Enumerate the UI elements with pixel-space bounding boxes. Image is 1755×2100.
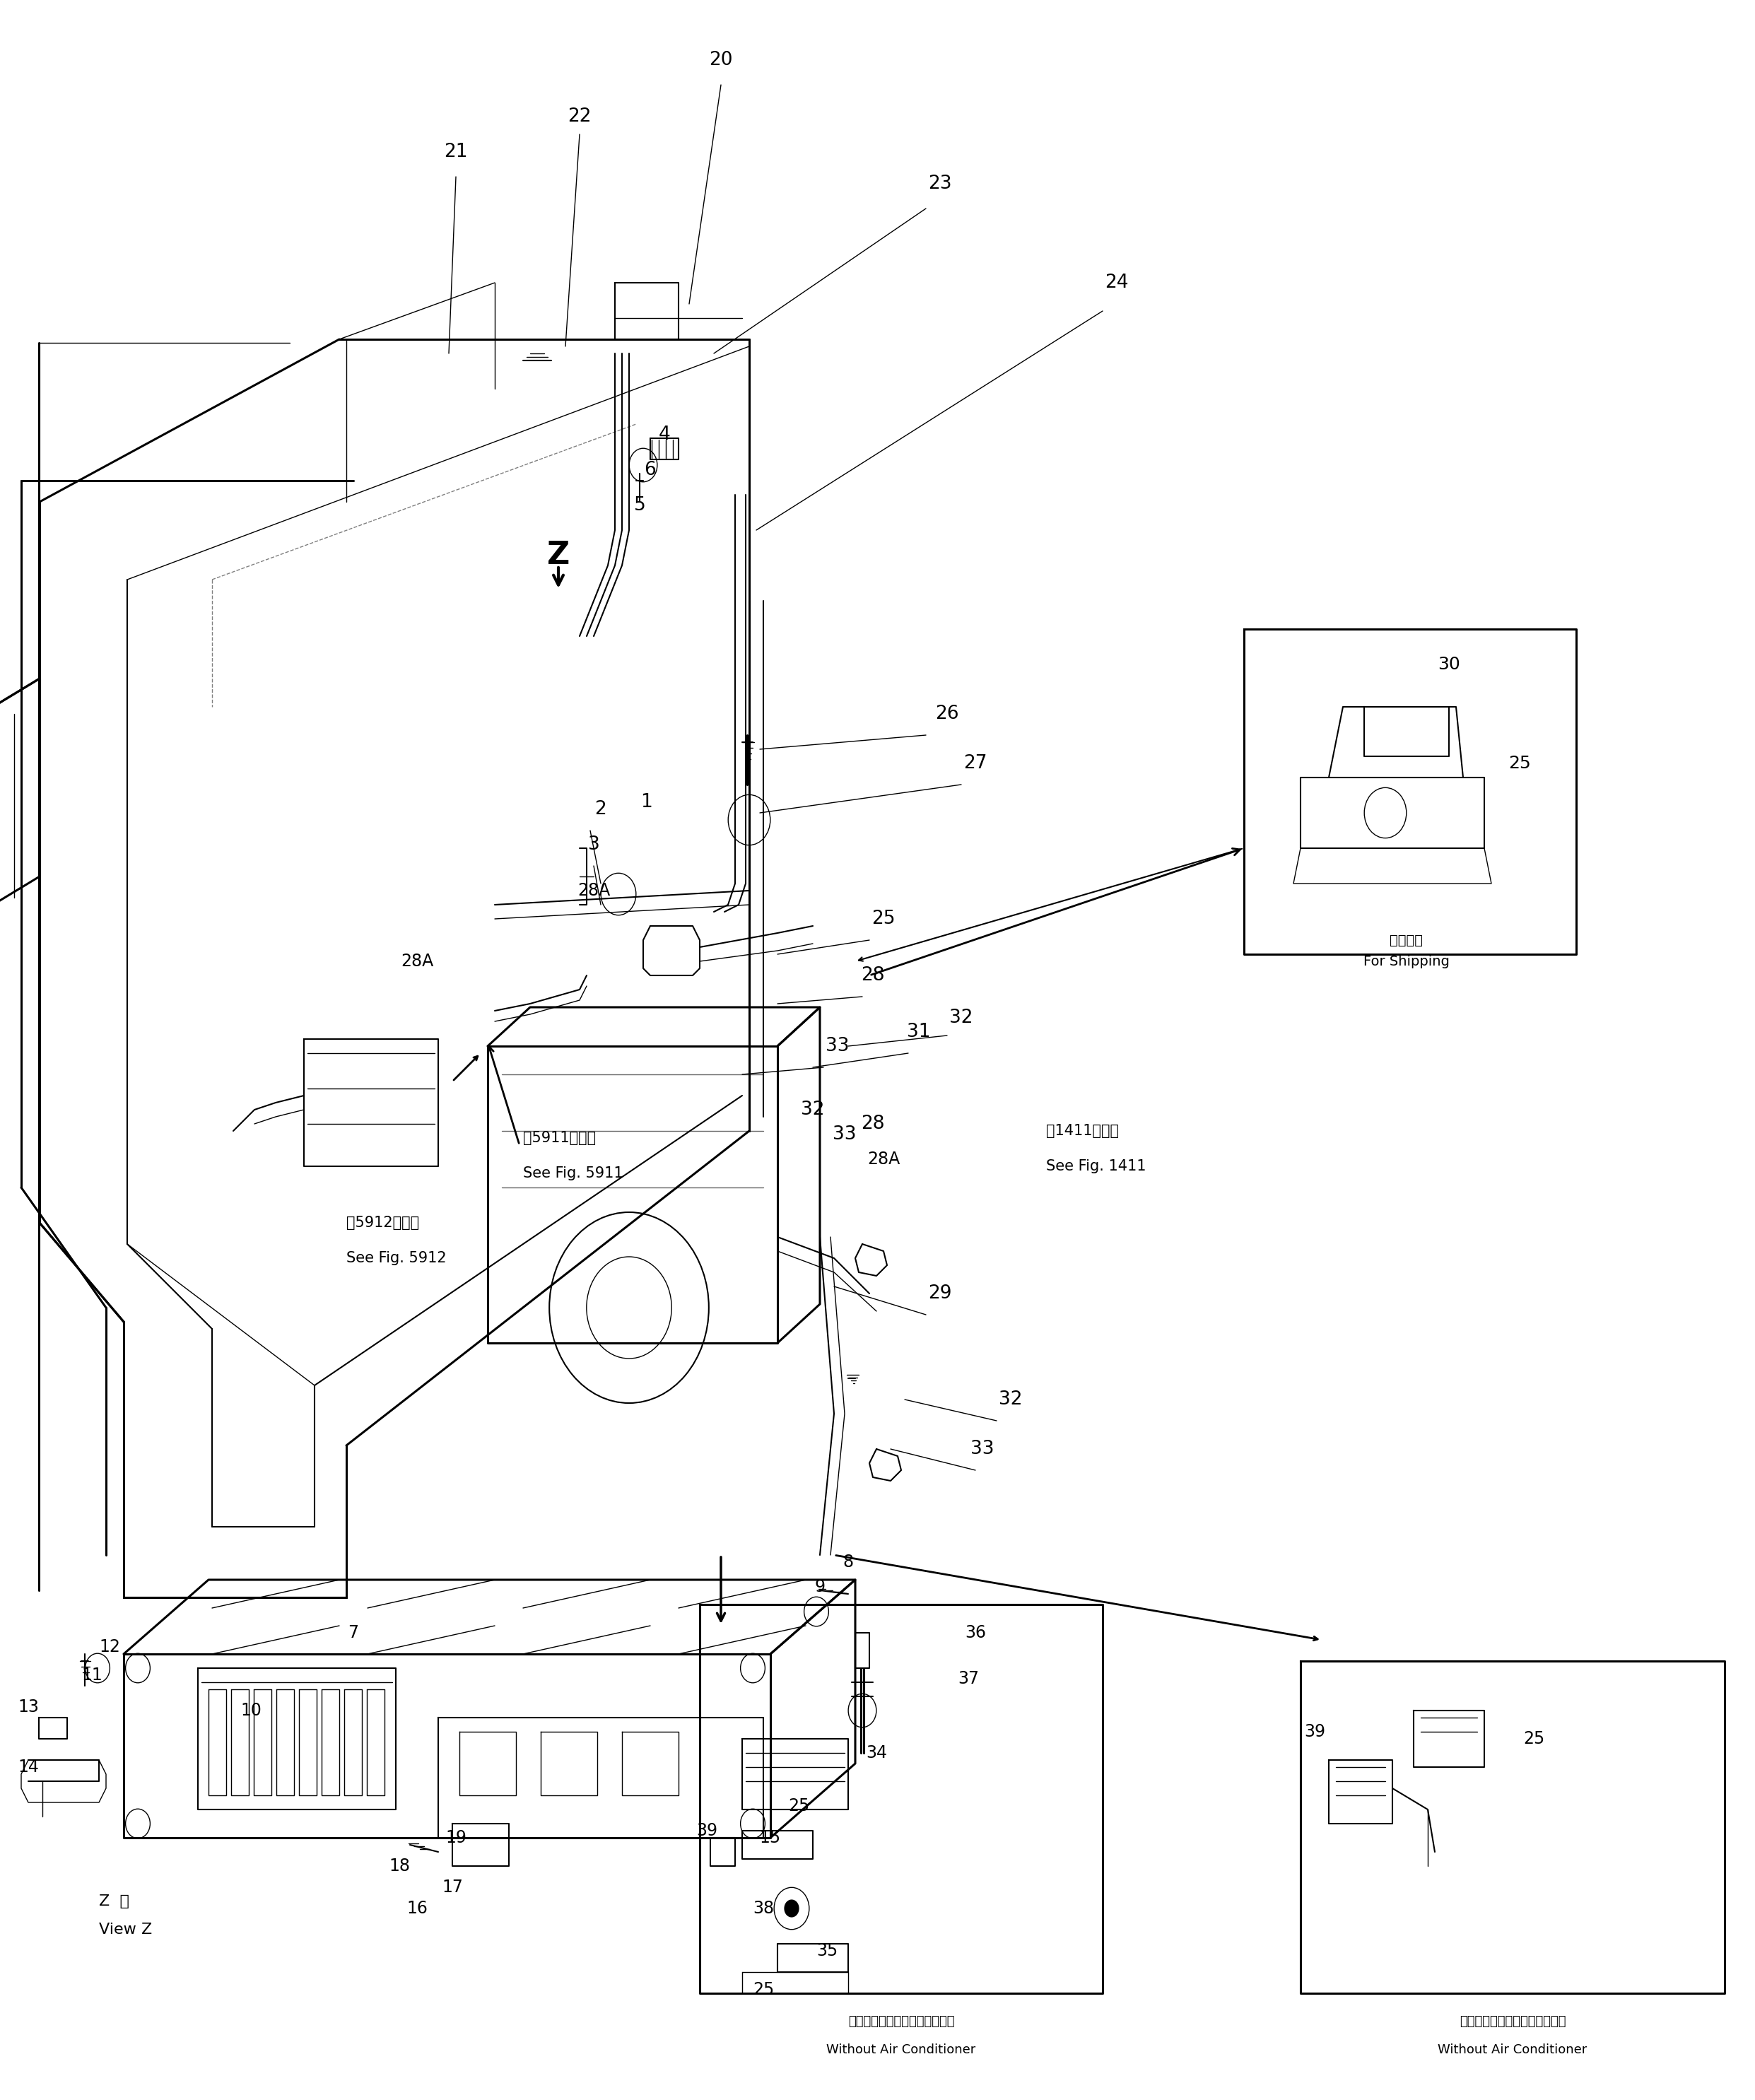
Text: 15: 15 — [760, 1829, 781, 1846]
Text: Z  視: Z 視 — [98, 1894, 130, 1909]
Text: 28: 28 — [862, 966, 885, 985]
Text: Without Air Conditioner: Without Air Conditioner — [1437, 2043, 1587, 2056]
Text: 12: 12 — [98, 1638, 119, 1655]
Text: 23: 23 — [928, 174, 951, 193]
Text: See Fig. 5912: See Fig. 5912 — [346, 1252, 446, 1264]
Text: 26: 26 — [935, 706, 958, 722]
Text: 2: 2 — [595, 800, 607, 819]
Text: 8: 8 — [842, 1554, 853, 1571]
Text: 6: 6 — [644, 460, 656, 479]
Text: 25: 25 — [753, 1980, 774, 1999]
Text: 38: 38 — [753, 1901, 774, 1917]
Text: Without Air Conditioner: Without Air Conditioner — [827, 2043, 976, 2056]
Text: 28A: 28A — [400, 953, 433, 970]
Text: 35: 35 — [816, 1943, 837, 1959]
Text: 第1411図参照: 第1411図参照 — [1046, 1124, 1120, 1138]
Text: 33: 33 — [825, 1037, 849, 1056]
Text: 14: 14 — [18, 1758, 39, 1777]
Text: 36: 36 — [965, 1623, 986, 1642]
Text: 10: 10 — [240, 1703, 261, 1720]
Text: 28A: 28A — [867, 1151, 900, 1168]
Text: See Fig. 5911: See Fig. 5911 — [523, 1166, 623, 1180]
Text: For Shipping: For Shipping — [1364, 956, 1450, 968]
Text: 13: 13 — [18, 1699, 39, 1716]
Text: 34: 34 — [865, 1745, 886, 1762]
Text: 7: 7 — [347, 1623, 358, 1642]
Text: See Fig. 1411: See Fig. 1411 — [1046, 1159, 1146, 1174]
Text: 25: 25 — [788, 1798, 809, 1814]
Text: 33: 33 — [834, 1126, 856, 1145]
Text: 24: 24 — [1106, 273, 1128, 292]
Text: 32: 32 — [999, 1390, 1023, 1409]
Text: 第5911図参照: 第5911図参照 — [523, 1132, 597, 1145]
Text: 39: 39 — [1304, 1724, 1325, 1741]
Text: 25: 25 — [1523, 1730, 1544, 1747]
Text: 37: 37 — [958, 1670, 979, 1686]
Text: 29: 29 — [928, 1285, 951, 1302]
Text: エアーコンディショナ未装備時: エアーコンディショナ未装備時 — [1460, 2016, 1565, 2029]
Text: 28A: 28A — [577, 882, 611, 899]
Text: 39: 39 — [697, 1823, 718, 1840]
Text: 第5912図参照: 第5912図参照 — [346, 1216, 419, 1231]
Text: 4: 4 — [658, 426, 670, 443]
Text: 5: 5 — [634, 496, 646, 514]
Text: 9: 9 — [814, 1579, 825, 1596]
Text: 19: 19 — [446, 1829, 467, 1846]
Text: 18: 18 — [390, 1858, 411, 1875]
Text: エアーコンディショナ未装備時: エアーコンディショナ未装備時 — [848, 2016, 955, 2029]
Text: 11: 11 — [81, 1667, 102, 1684]
Text: 1: 1 — [641, 794, 653, 811]
Text: 3: 3 — [588, 836, 600, 855]
Text: 22: 22 — [567, 107, 591, 126]
Circle shape — [784, 1901, 799, 1917]
Text: 32: 32 — [949, 1008, 972, 1027]
Text: View Z: View Z — [98, 1924, 153, 1936]
Text: 21: 21 — [444, 143, 469, 162]
Text: 20: 20 — [709, 50, 734, 69]
Text: Z: Z — [548, 540, 570, 569]
Text: 30: 30 — [1437, 655, 1460, 672]
Text: 33: 33 — [971, 1441, 995, 1457]
Text: 32: 32 — [800, 1100, 825, 1119]
Text: 27: 27 — [963, 754, 988, 773]
Text: 28: 28 — [862, 1115, 885, 1134]
Text: 25: 25 — [872, 909, 895, 928]
Text: 17: 17 — [442, 1880, 463, 1896]
Text: 連搬部品: 連搬部品 — [1390, 932, 1423, 947]
Text: 16: 16 — [407, 1901, 428, 1917]
Text: 25: 25 — [1508, 754, 1530, 773]
Text: 31: 31 — [907, 1023, 930, 1042]
